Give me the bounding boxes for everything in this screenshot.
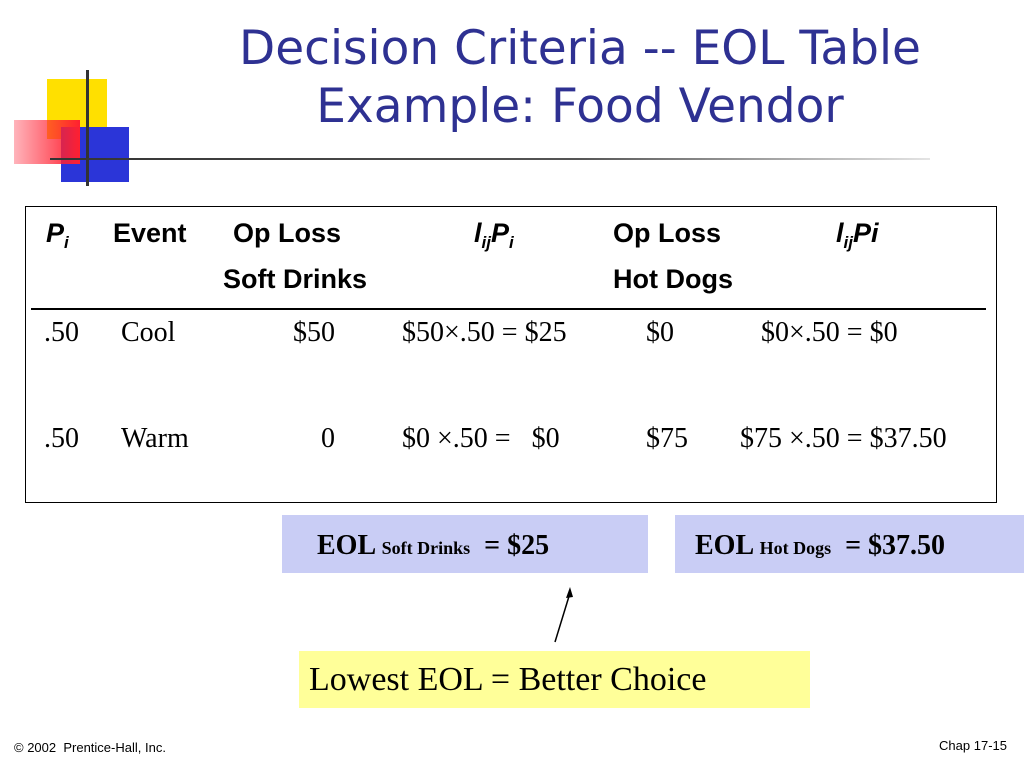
- row1-event: Cool: [121, 317, 176, 348]
- eol-table: [25, 206, 997, 503]
- header-lij-pi-soft: lijPi: [474, 218, 514, 252]
- row2-oploss-soft: 0: [321, 423, 335, 454]
- decorative-vertical-line: [86, 70, 89, 186]
- eol-soft-drinks-box: EOL Soft Drinks = $25: [282, 515, 648, 573]
- eol-soft-value: = $25: [484, 530, 550, 561]
- header-lij-pi-hot: lijPi: [836, 218, 879, 252]
- title-underline: [50, 158, 930, 160]
- table-header-divider: [31, 308, 986, 310]
- row2-probability: .50: [44, 423, 79, 454]
- header-oploss-hot-line1: Op Loss: [613, 218, 722, 248]
- footer-chapter: Chap 17-15: [939, 738, 1007, 753]
- row1-calc-hot: $0×.50 = $0: [761, 317, 898, 348]
- eol-hot-dogs-box: EOL Hot Dogs = $37.50: [675, 515, 1024, 573]
- eol-soft-subscript: Soft Drinks: [381, 538, 471, 558]
- row1-probability: .50: [44, 317, 79, 348]
- header-oploss-soft-line2: Soft Drinks: [223, 264, 368, 294]
- slide-title: Decision Criteria -- EOL Table Example: …: [150, 20, 1010, 136]
- row2-event: Warm: [121, 423, 189, 454]
- header-oploss-soft-line1: Op Loss: [233, 218, 342, 248]
- row1-oploss-hot: $0: [646, 317, 674, 348]
- row2-calc-hot: $75 ×.50 = $37.50: [740, 423, 947, 454]
- eol-hot-prefix: EOL: [695, 530, 753, 561]
- decorative-red-square: [14, 120, 80, 164]
- row2-calc-soft: $0 ×.50 = $0: [402, 423, 560, 454]
- row1-oploss-soft: $50: [293, 317, 335, 348]
- eol-soft-prefix: EOL: [317, 530, 375, 561]
- header-pi: Pi: [46, 218, 69, 252]
- header-event: Event: [113, 218, 187, 248]
- slide-title-line1: Decision Criteria -- EOL Table: [239, 21, 921, 76]
- lowest-eol-callout: Lowest EOL = Better Choice: [299, 651, 810, 708]
- row2-oploss-hot: $75: [646, 423, 688, 454]
- eol-hot-value: = $37.50: [845, 530, 946, 561]
- header-oploss-hot-line2: Hot Dogs: [613, 264, 733, 294]
- eol-hot-subscript: Hot Dogs: [759, 538, 832, 558]
- footer-copyright: © 2002 Prentice-Hall, Inc.: [14, 740, 166, 755]
- callout-arrow: [554, 587, 573, 643]
- row1-calc-soft: $50×.50 = $25: [402, 317, 567, 348]
- slide-title-line2: Example: Food Vendor: [316, 79, 844, 134]
